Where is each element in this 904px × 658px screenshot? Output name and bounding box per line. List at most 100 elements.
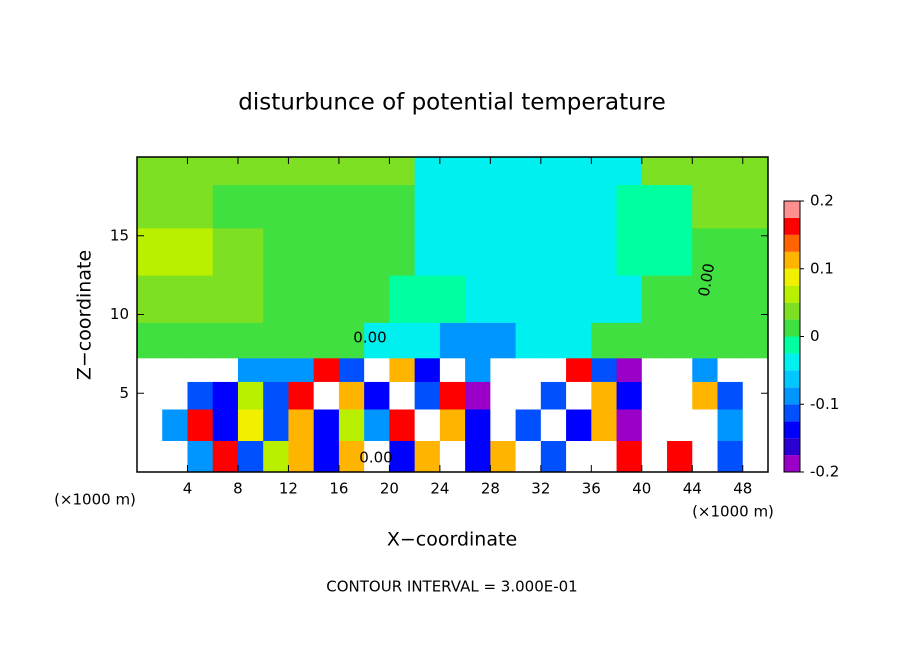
cell (439, 184, 466, 229)
cell (389, 227, 416, 276)
cell (263, 381, 289, 410)
cell (616, 184, 643, 229)
cell (364, 184, 390, 229)
cell (591, 409, 618, 441)
cell (692, 275, 719, 323)
cell (414, 184, 441, 229)
cell (540, 357, 567, 382)
cell (187, 357, 214, 382)
cell (667, 184, 693, 229)
cell (742, 322, 769, 359)
cell (187, 440, 214, 473)
cell (162, 381, 188, 410)
cell (667, 227, 693, 276)
cell (288, 322, 315, 359)
cell (338, 157, 365, 186)
cell (641, 322, 668, 359)
cell (465, 409, 491, 441)
cell (667, 157, 693, 186)
cell (237, 184, 264, 229)
cell (162, 409, 188, 441)
cell (667, 381, 693, 410)
contour-label: 0.00 (359, 449, 392, 467)
colorbar-tick-label: -0.2 (810, 463, 839, 481)
cell (389, 322, 416, 359)
cell (364, 322, 390, 359)
cell (237, 409, 264, 441)
cell (364, 381, 390, 410)
cell (490, 409, 517, 441)
colorbar-band (784, 251, 800, 269)
x-tick-label: 4 (183, 480, 193, 498)
cell (263, 275, 289, 323)
cell (439, 322, 466, 359)
cell (313, 227, 340, 276)
cell (237, 227, 264, 276)
cell (616, 322, 643, 359)
cell (641, 440, 668, 473)
colorbar-band (784, 370, 800, 388)
cell (263, 157, 289, 186)
cell (540, 157, 567, 186)
cell (212, 157, 239, 186)
cell (137, 275, 163, 323)
cell (692, 322, 719, 359)
cell (364, 275, 390, 323)
cell (137, 157, 163, 186)
colorbar-tick-label: -0.1 (810, 395, 839, 413)
cell (439, 157, 466, 186)
cell (566, 440, 592, 473)
cell (641, 157, 668, 186)
cell (591, 184, 618, 229)
cell (237, 357, 264, 382)
cell (212, 227, 239, 276)
cell (237, 381, 264, 410)
cell (263, 227, 289, 276)
cell (667, 322, 693, 359)
cell (692, 440, 719, 473)
cell (465, 227, 491, 276)
y-tick-label: 10 (110, 305, 129, 323)
colorbar-band (784, 353, 800, 371)
cell (187, 275, 214, 323)
cell (591, 157, 618, 186)
cell (187, 227, 214, 276)
cell (515, 227, 542, 276)
cell (338, 440, 365, 473)
cell (263, 440, 289, 473)
cell (439, 409, 466, 441)
cell (237, 322, 264, 359)
cell (439, 440, 466, 473)
cell (364, 440, 390, 473)
cell (566, 157, 592, 186)
cell (389, 275, 416, 323)
cell (692, 409, 719, 441)
y-axis-title: Z−coordinate (74, 250, 96, 380)
cell (667, 409, 693, 441)
cell (465, 322, 491, 359)
cell (263, 409, 289, 441)
cell (162, 357, 188, 382)
cell (742, 357, 769, 382)
cell (616, 275, 643, 323)
x-tick-label: 44 (683, 480, 702, 498)
cell (389, 184, 416, 229)
cell (263, 357, 289, 382)
x-tick-label: 40 (632, 480, 651, 498)
cell (313, 184, 340, 229)
cell (566, 184, 592, 229)
cell (465, 440, 491, 473)
cell (616, 357, 643, 382)
cell (389, 357, 416, 382)
cell (364, 409, 390, 441)
colorbar-band (784, 302, 800, 320)
cell (591, 227, 618, 276)
cell (313, 322, 340, 359)
cell (187, 184, 214, 229)
cell (465, 381, 491, 410)
cell (414, 157, 441, 186)
cell (591, 381, 618, 410)
cell (162, 227, 188, 276)
y-tick-label: 15 (110, 226, 129, 244)
cell (137, 357, 163, 382)
